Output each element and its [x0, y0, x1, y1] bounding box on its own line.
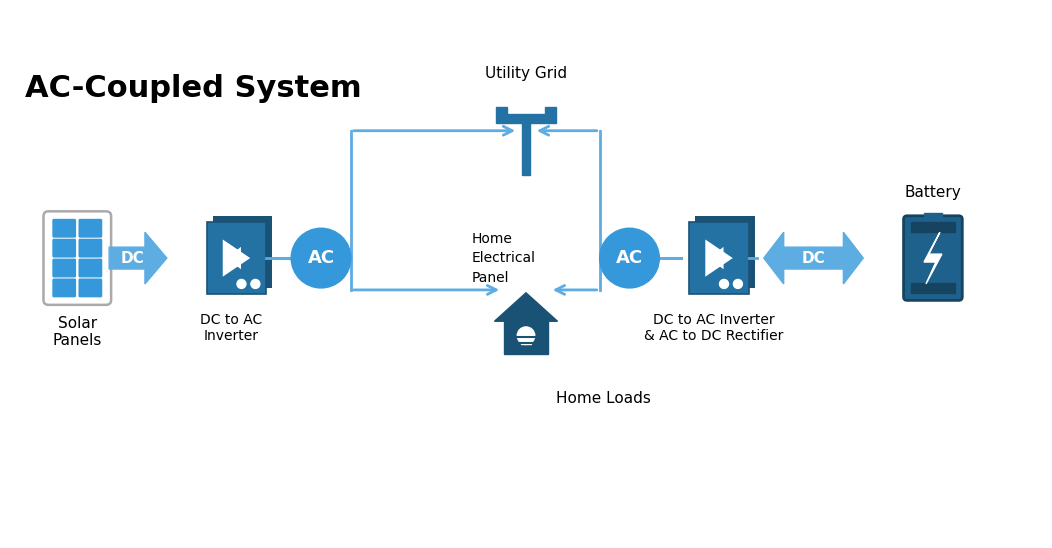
Bar [522, 123, 530, 175]
FancyBboxPatch shape [213, 216, 272, 288]
Text: DC to AC Inverter
& AC to DC Rectifier: DC to AC Inverter & AC to DC Rectifier [645, 313, 784, 343]
Bar [924, 213, 942, 219]
FancyBboxPatch shape [79, 219, 102, 238]
FancyBboxPatch shape [43, 212, 112, 305]
FancyBboxPatch shape [79, 239, 102, 258]
Polygon shape [924, 232, 942, 284]
Polygon shape [494, 293, 558, 321]
Text: AC: AC [307, 249, 335, 267]
Bar [521, 338, 531, 344]
FancyArrow shape [109, 232, 167, 284]
Circle shape [291, 228, 351, 288]
Circle shape [720, 279, 728, 288]
Circle shape [733, 279, 743, 288]
Bar [504, 321, 548, 354]
Text: AC: AC [615, 249, 643, 267]
Text: Solar
Panels: Solar Panels [53, 316, 102, 348]
Circle shape [237, 279, 246, 288]
FancyBboxPatch shape [79, 278, 102, 298]
Text: Home
Electrical
Panel: Home Electrical Panel [471, 232, 535, 284]
Bar [911, 283, 955, 293]
Bar [497, 115, 555, 123]
FancyArrow shape [764, 232, 813, 284]
Polygon shape [705, 239, 733, 277]
Bar [545, 107, 555, 115]
Text: DC: DC [802, 250, 826, 266]
Text: AC-Coupled System: AC-Coupled System [24, 74, 361, 103]
Circle shape [600, 228, 660, 288]
Bar [911, 222, 955, 232]
Polygon shape [226, 247, 241, 269]
FancyBboxPatch shape [53, 259, 76, 277]
FancyBboxPatch shape [53, 239, 76, 258]
Text: Home Loads: Home Loads [555, 391, 651, 407]
Circle shape [518, 327, 534, 345]
FancyBboxPatch shape [695, 216, 755, 288]
Bar [497, 107, 507, 115]
Text: Battery: Battery [905, 185, 962, 201]
FancyBboxPatch shape [206, 222, 266, 294]
Text: DC to AC
Inverter: DC to AC Inverter [200, 313, 263, 343]
FancyBboxPatch shape [53, 278, 76, 298]
Polygon shape [708, 247, 724, 269]
Circle shape [250, 279, 260, 288]
FancyBboxPatch shape [79, 259, 102, 277]
FancyBboxPatch shape [53, 219, 76, 238]
FancyArrow shape [813, 232, 864, 284]
Text: Utility Grid: Utility Grid [485, 66, 567, 81]
Text: DC: DC [121, 250, 144, 266]
FancyBboxPatch shape [689, 222, 749, 294]
FancyBboxPatch shape [904, 216, 963, 300]
Polygon shape [223, 239, 250, 277]
